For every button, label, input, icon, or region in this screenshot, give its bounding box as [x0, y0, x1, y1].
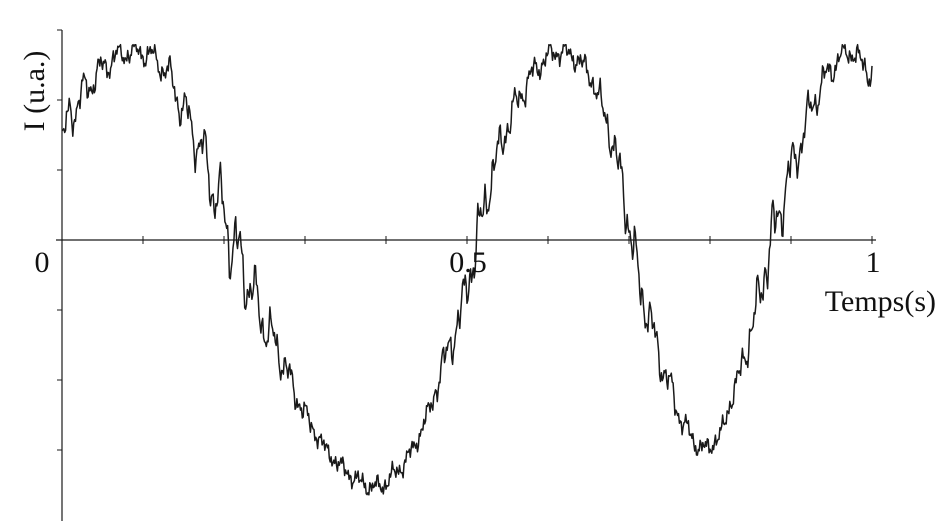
x-tick-label: 1	[866, 246, 881, 279]
x-tick-label: 0	[35, 246, 50, 279]
x-tick-label: 0.5	[449, 246, 487, 279]
intensity-trace-line	[61, 43, 873, 496]
x-tick-labels: 0 0.5 1	[35, 246, 881, 279]
y-axis-label: I (u.a.)	[18, 51, 51, 132]
x-axis-label: Temps(s)	[825, 285, 936, 318]
